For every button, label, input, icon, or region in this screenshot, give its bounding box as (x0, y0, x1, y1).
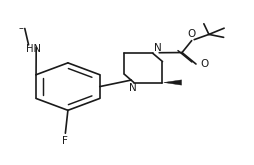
Text: HN: HN (26, 44, 41, 54)
Text: O: O (199, 59, 208, 69)
Text: N: N (153, 43, 161, 53)
Polygon shape (163, 80, 181, 85)
Text: –: – (19, 23, 23, 33)
Text: F: F (62, 136, 68, 146)
Text: N: N (128, 83, 136, 93)
Text: O: O (186, 29, 195, 39)
